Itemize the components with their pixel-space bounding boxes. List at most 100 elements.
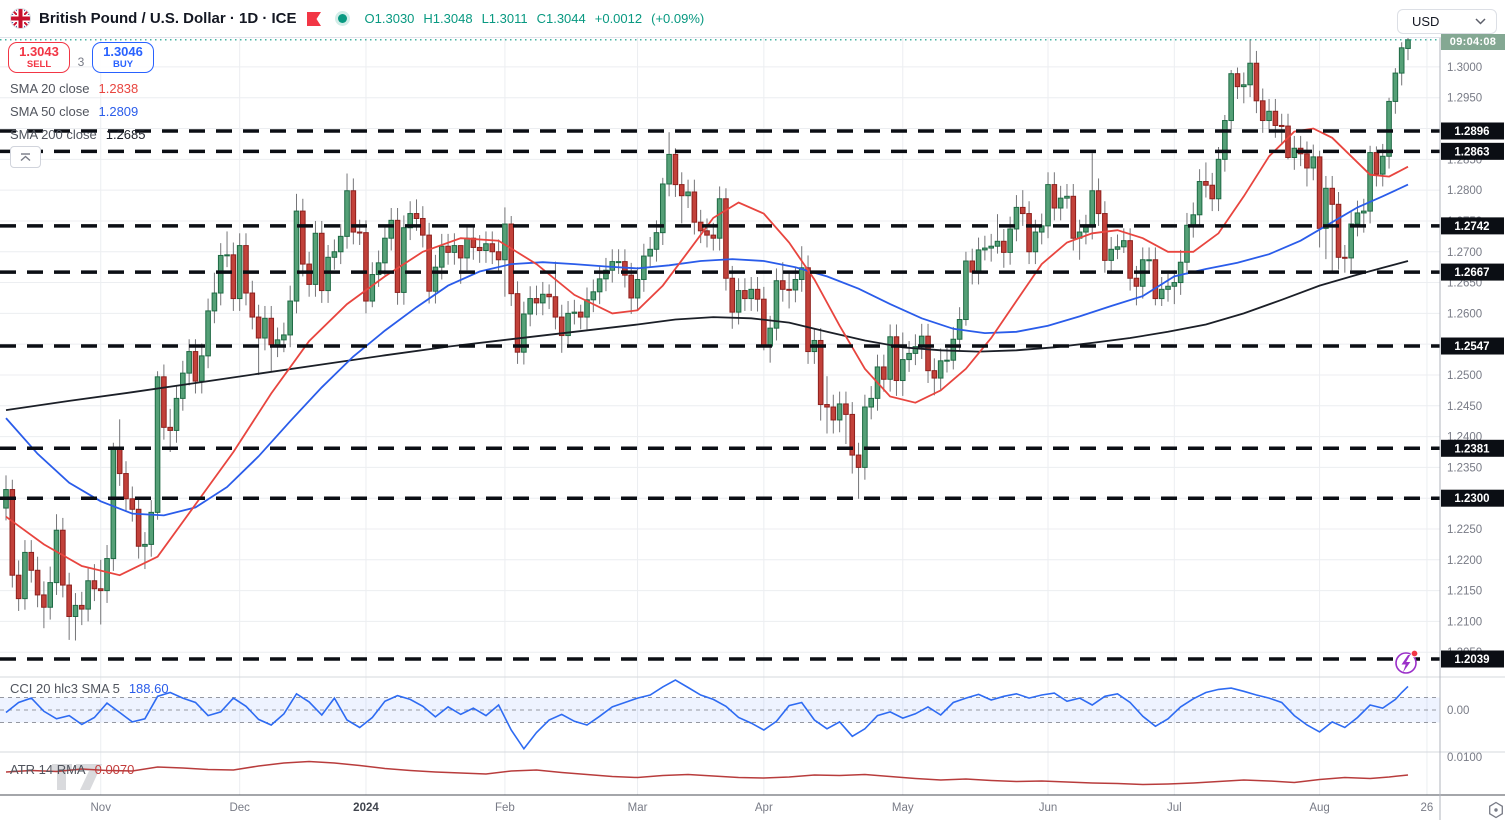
svg-text:0.00: 0.00: [1447, 705, 1469, 717]
candle: [249, 292, 256, 318]
candle: [565, 312, 571, 337]
candle: [963, 260, 969, 321]
buy-button[interactable]: 1.3046 BUY: [92, 42, 154, 73]
candle: [552, 296, 559, 318]
candle: [457, 245, 464, 259]
candle: [1215, 158, 1222, 200]
candle: [53, 529, 60, 584]
candle: [9, 489, 16, 576]
collapse-legend-button[interactable]: [10, 146, 41, 168]
svg-text:Mar: Mar: [628, 802, 648, 814]
sma200-value: 1.2685: [105, 127, 146, 142]
candle: [495, 251, 502, 261]
sell-price: 1.3043: [19, 44, 59, 59]
candle: [931, 370, 938, 379]
candle: [994, 240, 1001, 247]
svg-text:1.2381: 1.2381: [1454, 443, 1490, 455]
candle: [1304, 153, 1310, 169]
candle: [60, 529, 66, 586]
svg-text:1.2450: 1.2450: [1447, 401, 1482, 413]
candle: [262, 317, 268, 339]
svg-text:Dec: Dec: [229, 802, 250, 814]
candle: [192, 351, 199, 382]
candle: [558, 316, 565, 337]
candle: [843, 403, 849, 415]
candle: [331, 251, 338, 258]
candle: [817, 339, 824, 406]
candle: [451, 245, 458, 253]
change-percent: (+0.09%): [651, 11, 705, 26]
candle: [1405, 39, 1411, 49]
sma50-value: 1.2809: [98, 104, 139, 119]
svg-text:1.2200: 1.2200: [1447, 555, 1482, 567]
candle: [464, 237, 470, 259]
candle: [1083, 226, 1089, 233]
candle: [154, 376, 161, 513]
svg-text:1.2547: 1.2547: [1454, 341, 1489, 353]
hexagon-settings-icon[interactable]: [1489, 801, 1503, 819]
candle: [527, 298, 533, 315]
sell-label: SELL: [26, 59, 52, 70]
svg-text:1.2800: 1.2800: [1447, 185, 1482, 197]
candle: [1121, 240, 1127, 248]
candle: [1158, 288, 1165, 300]
atr-value: 0.0070: [94, 762, 135, 777]
svg-text:1.2863: 1.2863: [1454, 146, 1489, 158]
candle: [975, 249, 982, 273]
candle: [615, 261, 622, 264]
svg-text:1.2150: 1.2150: [1447, 586, 1482, 598]
grid: [0, 38, 1440, 795]
sma50-legend-row[interactable]: SMA 50 close 1.2809: [10, 100, 145, 123]
candle: [1070, 195, 1077, 239]
candle: [1272, 110, 1279, 126]
candle: [691, 191, 698, 223]
cci-pane-legend[interactable]: CCI 20 hlc3 SMA 5 188.60: [10, 681, 169, 696]
symbol-title[interactable]: British Pound / U.S. Dollar · 1D · ICE: [39, 10, 297, 27]
candle: [1184, 224, 1190, 263]
candle: [394, 219, 401, 293]
candle: [590, 291, 597, 301]
atr-line: [5, 760, 1409, 786]
atr-pane-legend[interactable]: ATR 14 RMA 0.0070: [10, 762, 134, 777]
low-value: L1.3011: [481, 11, 528, 26]
level-price-badge: 1.2381: [1441, 439, 1504, 457]
candle: [603, 269, 609, 280]
candle: [1335, 203, 1342, 258]
svg-text:1.2667: 1.2667: [1454, 267, 1489, 279]
level-price-badge: 1.2039: [1441, 650, 1504, 668]
alert-icon[interactable]: [1395, 649, 1419, 674]
candle: [988, 245, 994, 249]
candle: [647, 248, 653, 257]
level-price-badge: 1.2667: [1441, 263, 1504, 281]
support-resistance-lines[interactable]: [0, 129, 1440, 661]
candle: [1379, 155, 1386, 175]
candle: [66, 584, 72, 617]
time-axis[interactable]: Nov Dec 2024 Feb Mar Apr May Jun Jul Aug 26: [91, 802, 1434, 814]
candle: [937, 360, 944, 379]
sma200-legend-row[interactable]: SMA 200 close 1.2685: [10, 123, 145, 146]
currency-dropdown[interactable]: USD: [1397, 9, 1497, 34]
candle: [401, 227, 407, 293]
svg-text:1.2950: 1.2950: [1447, 93, 1482, 105]
candle: [382, 237, 388, 264]
candle: [142, 543, 148, 547]
candle: [805, 267, 811, 353]
candle: [1291, 147, 1298, 158]
candles-layer: [3, 37, 1411, 641]
candle: [1196, 181, 1203, 216]
symbol-flag-icon: [10, 8, 31, 29]
candle: [1209, 184, 1216, 200]
candle: [1373, 152, 1380, 175]
candle: [653, 232, 660, 250]
candle: [1089, 190, 1096, 228]
candle: [1045, 184, 1051, 227]
price-axis[interactable]: 1.30001.29501.28501.28001.27501.27001.26…: [1441, 62, 1504, 764]
candle: [982, 247, 988, 251]
candle: [735, 290, 742, 313]
candle: [211, 292, 218, 312]
sma20-legend-row[interactable]: SMA 20 close 1.2838: [10, 77, 145, 100]
buy-price: 1.3046: [103, 44, 143, 59]
candle: [325, 256, 331, 292]
sell-button[interactable]: 1.3043 SELL: [8, 42, 70, 73]
